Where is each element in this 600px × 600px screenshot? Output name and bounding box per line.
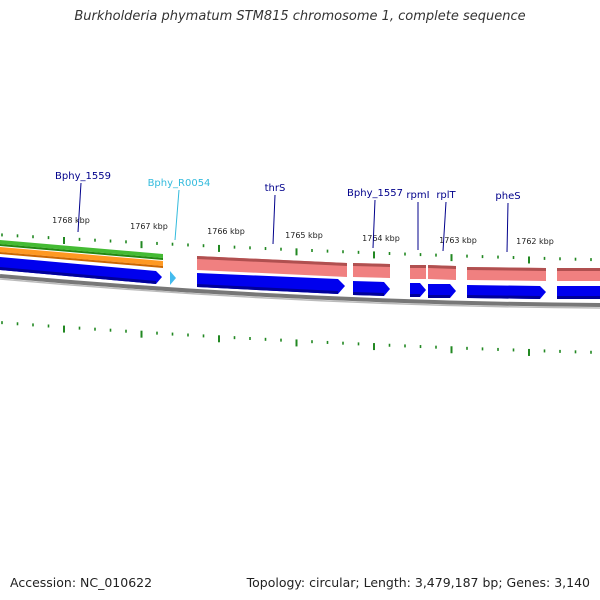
- gene-label-bphy-r0054[interactable]: Bphy_R0054: [148, 178, 211, 189]
- label-leader-line: [442, 201, 447, 252]
- rna-feature-bphy-r0054[interactable]: [170, 271, 176, 285]
- topology-summary: Topology: circular; Length: 3,479,187 bp…: [246, 575, 590, 590]
- scale-label: 1766 kbp: [207, 227, 245, 236]
- gene-feature-right[interactable]: [557, 286, 600, 299]
- cds-feature-rpmI[interactable]: [410, 265, 426, 279]
- scale-label: 1767 kbp: [130, 222, 168, 231]
- scale-label: 1764 kbp: [362, 234, 400, 243]
- scale-label: 1765 kbp: [285, 231, 323, 240]
- scale-labels: 1768 kbp 1767 kbp 1766 kbp 1765 kbp 1764 kbp…: [52, 216, 554, 246]
- scale-label: 1762 kbp: [516, 237, 554, 246]
- gene-label-rpmi[interactable]: rpmI: [406, 190, 429, 201]
- green-track-shade: [0, 244, 163, 260]
- gene-label-thrs[interactable]: thrS: [265, 183, 286, 194]
- gene-label-phes[interactable]: pheS: [495, 191, 520, 202]
- upper-scale-ticks: [1, 233, 592, 264]
- orange-track-shade: [0, 252, 163, 268]
- gene-label-bphy-1559[interactable]: Bphy_1559: [55, 171, 111, 182]
- scale-label: 1763 kbp: [439, 236, 477, 245]
- label-leader-line: [272, 194, 276, 245]
- cds-track: [197, 256, 600, 281]
- gene-label-rplt[interactable]: rplT: [436, 190, 456, 201]
- backbone: [0, 274, 600, 307]
- cds-feature-right[interactable]: [557, 268, 600, 281]
- accession-text: Accession: NC_010622: [10, 575, 153, 590]
- label-leader-line: [372, 199, 376, 249]
- scale-label: 1768 kbp: [52, 216, 90, 225]
- gene-feature-rplT[interactable]: [428, 284, 456, 298]
- map-title: Burkholderia phymatum STM815 chromosome …: [74, 9, 526, 24]
- gene-label-bphy-1557[interactable]: Bphy_1557: [347, 188, 403, 199]
- label-leader-line: [506, 202, 509, 253]
- green-track: [0, 240, 163, 258]
- gene-track: [0, 257, 600, 299]
- label-leader-line: [77, 182, 82, 233]
- gene-labels: Bphy_1559 Bphy_R0054 thrS Bphy_1557 rpmI rplT…: [55, 171, 521, 253]
- gene-feature-bphy-1557[interactable]: [353, 281, 390, 296]
- gene-feature-rpmI[interactable]: [410, 283, 426, 297]
- orange-track: [0, 247, 163, 266]
- gene-feature-bphy-1559[interactable]: [0, 257, 162, 284]
- label-leader-line: [174, 189, 180, 241]
- lower-scale-ticks: [1, 321, 592, 356]
